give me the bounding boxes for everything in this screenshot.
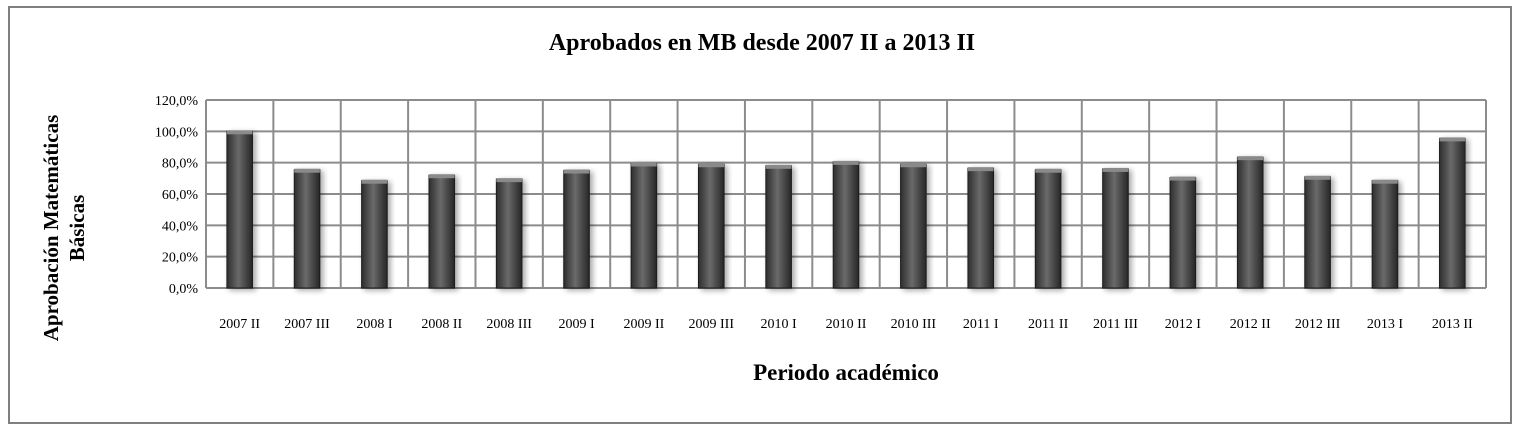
bar-cap xyxy=(1170,176,1196,181)
y-tick-label: 120,0% xyxy=(155,94,199,109)
bar-body xyxy=(1439,137,1466,289)
x-tick-label: 2011 II xyxy=(1028,317,1069,332)
bar-body xyxy=(832,161,860,289)
bar-body xyxy=(1102,168,1129,289)
x-tick-label: 2012 III xyxy=(1295,317,1341,332)
bar-body xyxy=(428,174,456,289)
bar xyxy=(361,179,388,289)
y-tick-label: 80,0% xyxy=(162,157,199,172)
bar-cap xyxy=(967,167,994,172)
bar xyxy=(495,178,523,289)
bar xyxy=(226,130,253,289)
chart-title: Aprobados en MB desde 2007 II a 2013 II xyxy=(548,30,976,56)
bar-cap xyxy=(1237,156,1264,161)
x-tick-label: 2012 I xyxy=(1165,317,1202,332)
bar xyxy=(1439,137,1466,289)
bar-body xyxy=(1236,156,1264,289)
x-tick-label: 2010 II xyxy=(826,317,867,332)
bar xyxy=(1304,175,1331,289)
bar-body xyxy=(495,178,523,289)
bar-cap xyxy=(1102,167,1129,172)
bar-body xyxy=(967,167,995,289)
x-tick-label: 2010 I xyxy=(761,317,798,332)
bar-body xyxy=(1034,169,1062,289)
bar-body xyxy=(1169,177,1197,289)
bar-body xyxy=(1371,180,1399,289)
x-tick-label: 2007 III xyxy=(284,317,330,332)
bar-cap xyxy=(294,168,320,173)
bar xyxy=(900,163,927,289)
x-tick-label: 2009 I xyxy=(558,317,595,332)
bar-cap xyxy=(1372,179,1398,184)
x-tick-label: 2008 I xyxy=(356,317,393,332)
x-tick-label: 2012 II xyxy=(1230,317,1271,332)
bar-cap xyxy=(361,179,388,184)
bar-cap xyxy=(496,178,522,183)
bar xyxy=(1236,156,1264,289)
bar-body xyxy=(226,130,253,289)
bar xyxy=(697,163,725,289)
bar xyxy=(630,162,658,289)
x-tick-label: 2013 II xyxy=(1432,317,1473,332)
x-tick-label: 2013 I xyxy=(1367,317,1404,332)
x-axis-title: Periodo académico xyxy=(753,360,939,385)
bar xyxy=(293,168,321,289)
bar xyxy=(1034,168,1062,289)
bar-body xyxy=(697,163,725,289)
bar-cap xyxy=(698,163,725,168)
bar-cap xyxy=(833,160,859,165)
bar-body xyxy=(900,163,927,289)
bar-cap xyxy=(1035,168,1061,173)
bar-body xyxy=(361,180,388,289)
bar-body xyxy=(1304,176,1331,289)
x-tick-label: 2011 I xyxy=(963,317,999,332)
bar xyxy=(1371,179,1399,289)
bar xyxy=(428,174,456,289)
y-tick-label: 0,0% xyxy=(169,282,199,297)
bar-body xyxy=(765,165,792,289)
x-tick-label: 2008 II xyxy=(421,317,462,332)
bar-layer xyxy=(226,130,1466,289)
bar-cap xyxy=(1439,137,1466,142)
bar-cap xyxy=(631,162,657,167)
y-tick-label: 60,0% xyxy=(162,188,199,203)
x-tick-label: 2008 III xyxy=(486,317,532,332)
bar-body xyxy=(293,169,321,289)
bar xyxy=(1102,167,1129,289)
x-tick-label: 2007 II xyxy=(219,317,260,332)
x-tick-label: 2010 III xyxy=(891,317,937,332)
bar-body xyxy=(563,170,590,289)
bar xyxy=(563,169,590,289)
x-tick-label: 2009 II xyxy=(623,317,664,332)
bar-cap xyxy=(428,174,455,179)
bar-cap xyxy=(900,163,927,168)
bar-cap xyxy=(226,130,253,135)
bar xyxy=(1169,176,1197,289)
bar-body xyxy=(630,162,658,289)
x-tick-label: 2009 III xyxy=(689,317,735,332)
y-tick-label: 20,0% xyxy=(162,251,199,266)
bar-cap xyxy=(765,164,792,169)
bar xyxy=(765,164,792,289)
label-layer: 0,0% 20,0% 40,0% 60,0% 80,0% 100,0% 120,0% 2007… xyxy=(155,94,1473,332)
bar xyxy=(967,167,995,289)
bar-cap xyxy=(1304,175,1331,180)
bar-cap xyxy=(563,169,590,174)
x-tick-label: 2011 III xyxy=(1093,317,1138,332)
y-tick-label: 40,0% xyxy=(162,219,199,234)
bar xyxy=(832,160,860,289)
y-tick-label: 100,0% xyxy=(155,125,199,140)
